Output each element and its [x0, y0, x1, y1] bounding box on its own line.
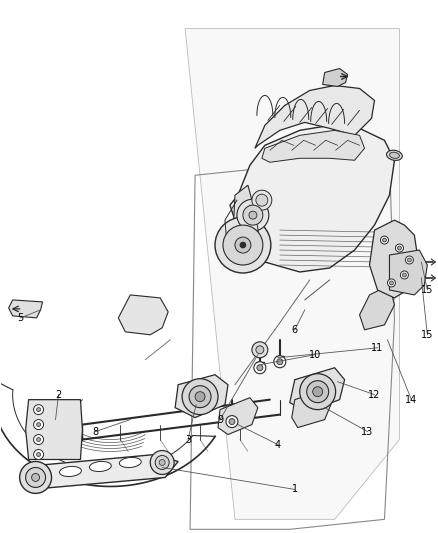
Ellipse shape [387, 150, 403, 160]
Circle shape [25, 467, 46, 487]
Circle shape [235, 237, 251, 253]
Polygon shape [323, 69, 348, 86]
Circle shape [37, 408, 41, 411]
Circle shape [307, 381, 328, 402]
Circle shape [189, 386, 211, 408]
Text: 13: 13 [361, 426, 374, 437]
Circle shape [20, 462, 52, 494]
Circle shape [406, 256, 413, 264]
Ellipse shape [60, 466, 81, 477]
Circle shape [256, 194, 268, 206]
Polygon shape [218, 398, 258, 434]
Circle shape [34, 449, 43, 459]
Circle shape [237, 199, 269, 231]
Circle shape [226, 416, 238, 427]
Text: 15: 15 [421, 330, 434, 340]
Text: 1: 1 [292, 484, 298, 495]
Circle shape [159, 459, 165, 465]
Text: 10: 10 [308, 350, 321, 360]
Polygon shape [25, 400, 82, 459]
Circle shape [37, 423, 41, 426]
Text: 8: 8 [92, 426, 99, 437]
Circle shape [223, 225, 263, 265]
Ellipse shape [389, 152, 399, 158]
Polygon shape [118, 295, 168, 335]
Circle shape [254, 362, 266, 374]
Polygon shape [262, 131, 364, 162]
Polygon shape [175, 375, 228, 417]
Circle shape [277, 359, 283, 365]
Circle shape [182, 379, 218, 415]
Circle shape [257, 365, 263, 371]
Circle shape [37, 438, 41, 441]
Circle shape [397, 246, 401, 250]
Text: 4: 4 [275, 440, 281, 449]
Circle shape [229, 418, 235, 425]
Text: 11: 11 [371, 343, 384, 353]
Circle shape [34, 419, 43, 430]
Polygon shape [360, 285, 395, 330]
Polygon shape [292, 390, 332, 427]
Text: 2: 2 [55, 390, 62, 400]
Circle shape [252, 190, 272, 210]
Polygon shape [370, 220, 417, 298]
Circle shape [256, 346, 264, 354]
Text: 6: 6 [292, 325, 298, 335]
Circle shape [37, 453, 41, 456]
Circle shape [34, 434, 43, 445]
Ellipse shape [119, 457, 141, 467]
Ellipse shape [89, 462, 111, 472]
Circle shape [155, 456, 169, 470]
Circle shape [400, 271, 408, 279]
Polygon shape [185, 29, 399, 519]
Circle shape [313, 386, 323, 397]
Polygon shape [230, 125, 395, 272]
Text: 9: 9 [217, 415, 223, 425]
Circle shape [243, 205, 263, 225]
Polygon shape [9, 300, 42, 318]
Circle shape [388, 279, 396, 287]
Circle shape [252, 342, 268, 358]
Circle shape [403, 273, 406, 277]
Circle shape [34, 405, 43, 415]
Circle shape [32, 473, 39, 481]
Polygon shape [255, 85, 374, 148]
Circle shape [396, 244, 403, 252]
Polygon shape [290, 368, 345, 411]
Circle shape [407, 258, 411, 262]
Circle shape [300, 374, 336, 410]
Text: 3: 3 [185, 434, 191, 445]
Circle shape [274, 356, 286, 368]
Circle shape [195, 392, 205, 402]
Polygon shape [233, 185, 252, 255]
Circle shape [249, 211, 257, 219]
Text: 15: 15 [421, 285, 434, 295]
Circle shape [382, 238, 386, 242]
Circle shape [150, 450, 174, 474]
Circle shape [215, 217, 271, 273]
Circle shape [389, 281, 393, 285]
Circle shape [240, 242, 246, 248]
Circle shape [381, 236, 389, 244]
Polygon shape [21, 455, 178, 489]
Text: 5: 5 [18, 313, 24, 323]
Text: 14: 14 [405, 394, 417, 405]
Text: 12: 12 [368, 390, 381, 400]
Polygon shape [389, 250, 427, 295]
